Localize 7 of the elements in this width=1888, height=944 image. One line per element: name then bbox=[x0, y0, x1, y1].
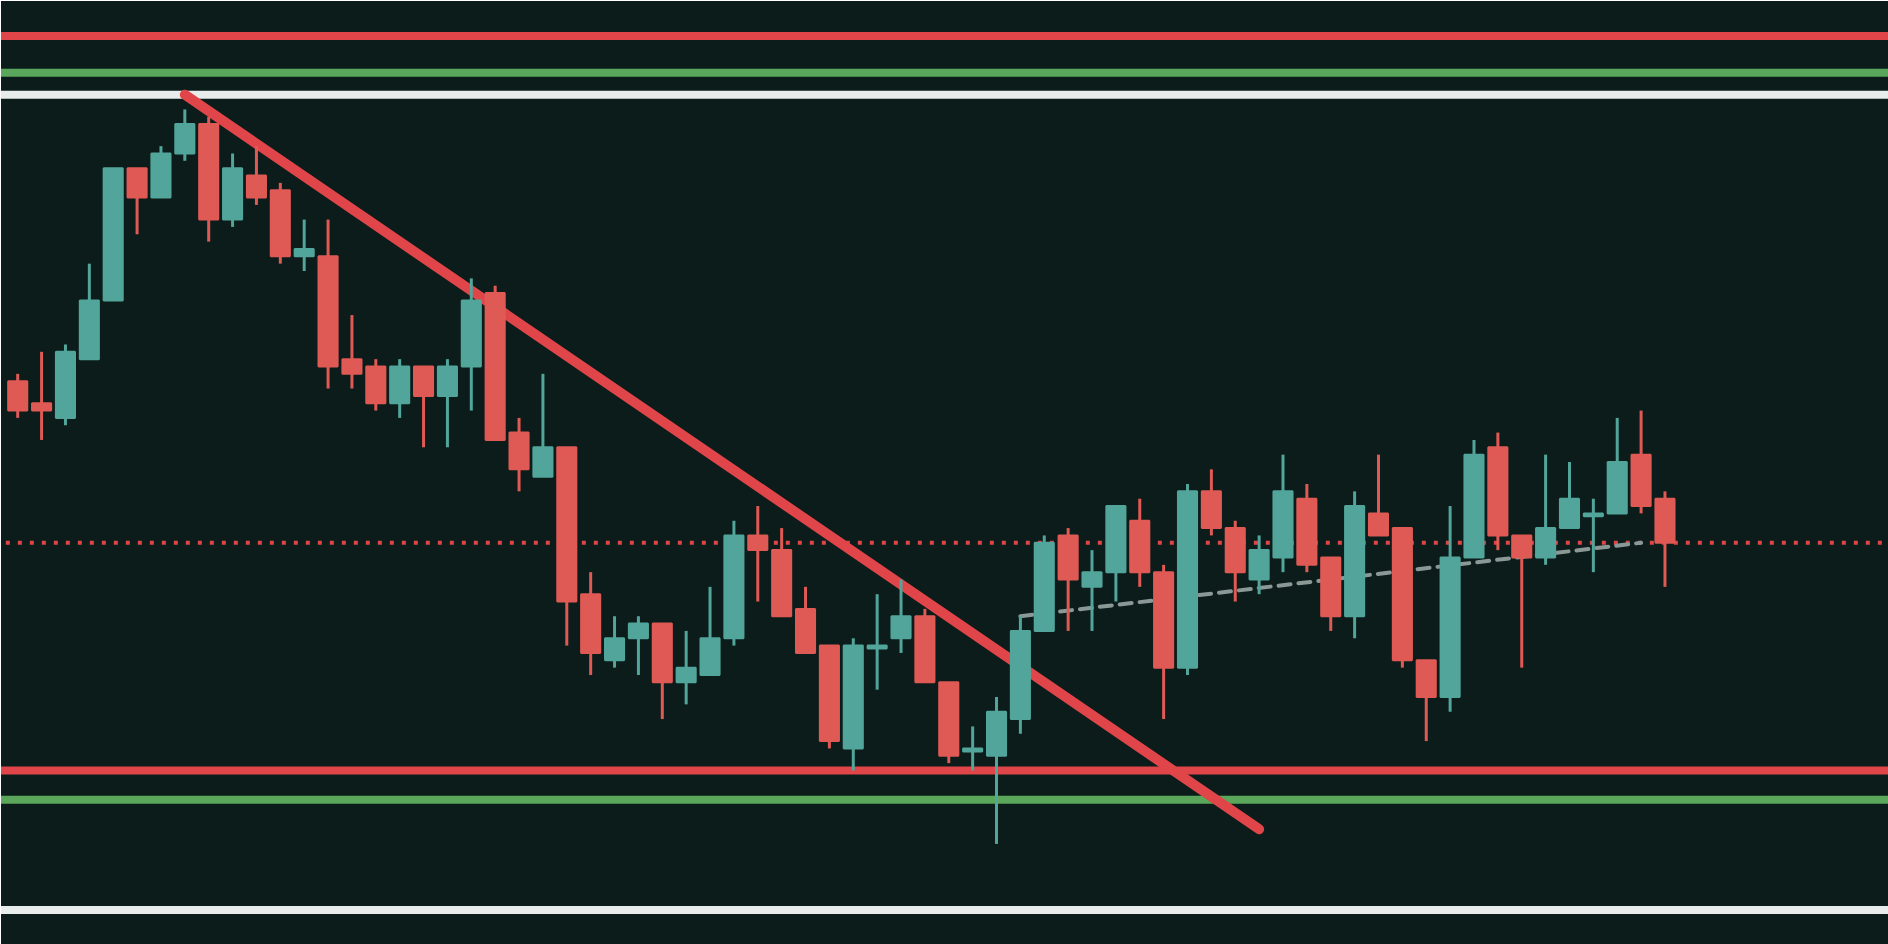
candlestick bbox=[532, 372, 554, 479]
candlestick bbox=[1057, 526, 1079, 633]
candlestick bbox=[389, 357, 411, 420]
candlestick bbox=[293, 218, 315, 273]
candlestick bbox=[413, 365, 435, 449]
candlestick bbox=[126, 166, 148, 236]
candlestick bbox=[890, 578, 912, 655]
